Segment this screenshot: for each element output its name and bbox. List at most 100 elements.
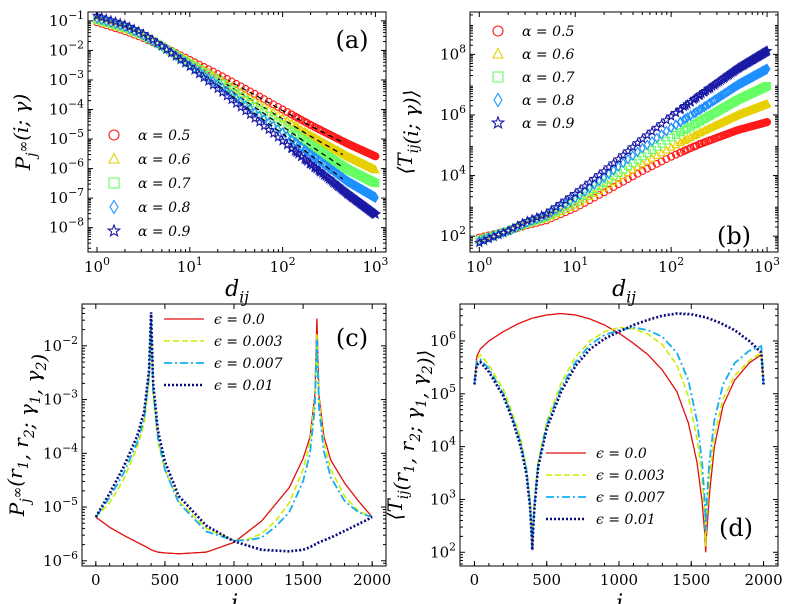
marker-diamond (712, 93, 720, 105)
y-tick-label: 102 (440, 224, 466, 245)
marker-circle (680, 147, 688, 156)
x-tick-label: 103 (362, 255, 388, 276)
marker-diamond (763, 63, 771, 75)
marker-diamond (619, 157, 627, 169)
plot-area (91, 12, 381, 220)
marker-star (230, 97, 242, 109)
y-tick-label: 104 (430, 435, 456, 456)
marker-diamond (181, 56, 189, 68)
legend: ϵ = 0.0 ϵ = 0.003 ϵ = 0.007 ϵ = 0.01 (164, 312, 283, 394)
legend-label: ϵ = 0.007 (596, 490, 665, 506)
legend-label: ϵ = 0.003 (596, 468, 665, 484)
legend-marker-star (490, 115, 506, 130)
legend: ϵ = 0.0 ϵ = 0.003 ϵ = 0.007 ϵ = 0.01 (546, 446, 665, 528)
panel-d: 0 500 1000 1500 2000 102 103 104 105 106 (d) ϵ = 0.… (383, 303, 783, 604)
panel-label: (b) (717, 222, 751, 250)
y-tick-label: 10−3 (49, 68, 84, 89)
y-tick-label: 10−7 (49, 186, 84, 207)
legend-label: ϵ = 0.01 (596, 512, 656, 528)
marker-star (198, 72, 210, 83)
marker-diamond (322, 159, 330, 171)
legend: α = 0.5 α = 0.6 α = 0.7 α = 0.8 α = 0.9 (490, 24, 574, 132)
marker-circle (236, 82, 245, 91)
marker-circle (595, 191, 604, 199)
x-tick-label: 2000 (744, 571, 782, 589)
marker-star (207, 79, 219, 90)
panel-label: (d) (719, 514, 753, 542)
marker-triangle (314, 134, 323, 144)
y-tick-label: 103 (430, 487, 456, 508)
marker-square (695, 117, 704, 126)
plot-area (473, 45, 773, 248)
marker-star (110, 15, 121, 27)
marker-diamond (693, 106, 700, 118)
marker-diamond (690, 108, 698, 120)
marker-star (189, 64, 200, 76)
marker-diamond (228, 89, 235, 101)
x-axis-label: j (226, 591, 238, 604)
x-tick-label: 1500 (284, 571, 322, 589)
marker-star (263, 124, 275, 135)
marker-diamond (214, 78, 222, 90)
x-tick-label: 500 (151, 571, 180, 589)
legend-label: α = 0.6 (138, 152, 190, 168)
marker-star (212, 83, 224, 94)
marker-triangle (371, 165, 380, 174)
marker-diamond (714, 92, 721, 104)
x-tick-label: 100 (466, 255, 492, 276)
legend-label: ϵ = 0.0 (596, 446, 647, 462)
legend-marker-diamond (109, 199, 119, 215)
legend-label: ϵ = 0.003 (214, 334, 283, 350)
marker-square (671, 130, 680, 139)
marker-circle (287, 110, 296, 119)
marker-star (267, 127, 279, 139)
series-line-ϵ = 0.0 (473, 312, 765, 553)
x-tick-label: 101 (562, 255, 588, 276)
marker-square (310, 143, 319, 152)
axes-frame (87, 11, 387, 253)
marker-diamond (149, 35, 157, 47)
marker-circle (667, 152, 676, 161)
y-tick-label: 10−6 (49, 157, 84, 178)
marker-triangle (762, 99, 772, 108)
y-tick-label: 10−8 (49, 216, 84, 237)
fit-line (217, 81, 344, 168)
marker-star (133, 25, 145, 36)
marker-star (216, 86, 228, 98)
legend-label: α = 0.9 (522, 116, 574, 132)
marker-star (96, 12, 108, 22)
marker-star (370, 208, 381, 220)
marker-circle (638, 167, 647, 176)
series-α = 0.9 (473, 45, 773, 248)
marker-star (105, 14, 117, 25)
legend-marker-diamond (493, 92, 503, 108)
series-α = 0.8 (475, 63, 771, 247)
marker-diamond (591, 179, 598, 191)
marker-star (674, 104, 686, 115)
y-tick-label: 10−6 (43, 549, 78, 570)
marker-diamond (177, 53, 184, 65)
marker-circle (763, 118, 772, 127)
marker-diamond (260, 113, 268, 125)
marker-diamond (624, 153, 632, 165)
y-axis-label: ⟨Tij(i; γ)⟩ (393, 90, 423, 175)
legend-marker-triangle (492, 47, 504, 59)
marker-diamond (315, 154, 322, 166)
marker-star (254, 116, 265, 127)
marker-diamond (218, 82, 226, 94)
series-line-ϵ = 0.007 (95, 321, 373, 542)
legend-marker-square (492, 71, 504, 83)
marker-circle (652, 159, 661, 168)
series-line-ϵ = 0.01 (473, 312, 765, 551)
x-tick-label: 500 (532, 571, 561, 589)
marker-star (202, 75, 214, 87)
marker-star (682, 98, 693, 109)
marker-circle (676, 148, 685, 157)
marker-triangle (321, 139, 331, 148)
marker-diamond (514, 221, 522, 232)
marker-diamond (256, 110, 263, 122)
marker-square (566, 200, 575, 209)
marker-circle (585, 196, 594, 205)
